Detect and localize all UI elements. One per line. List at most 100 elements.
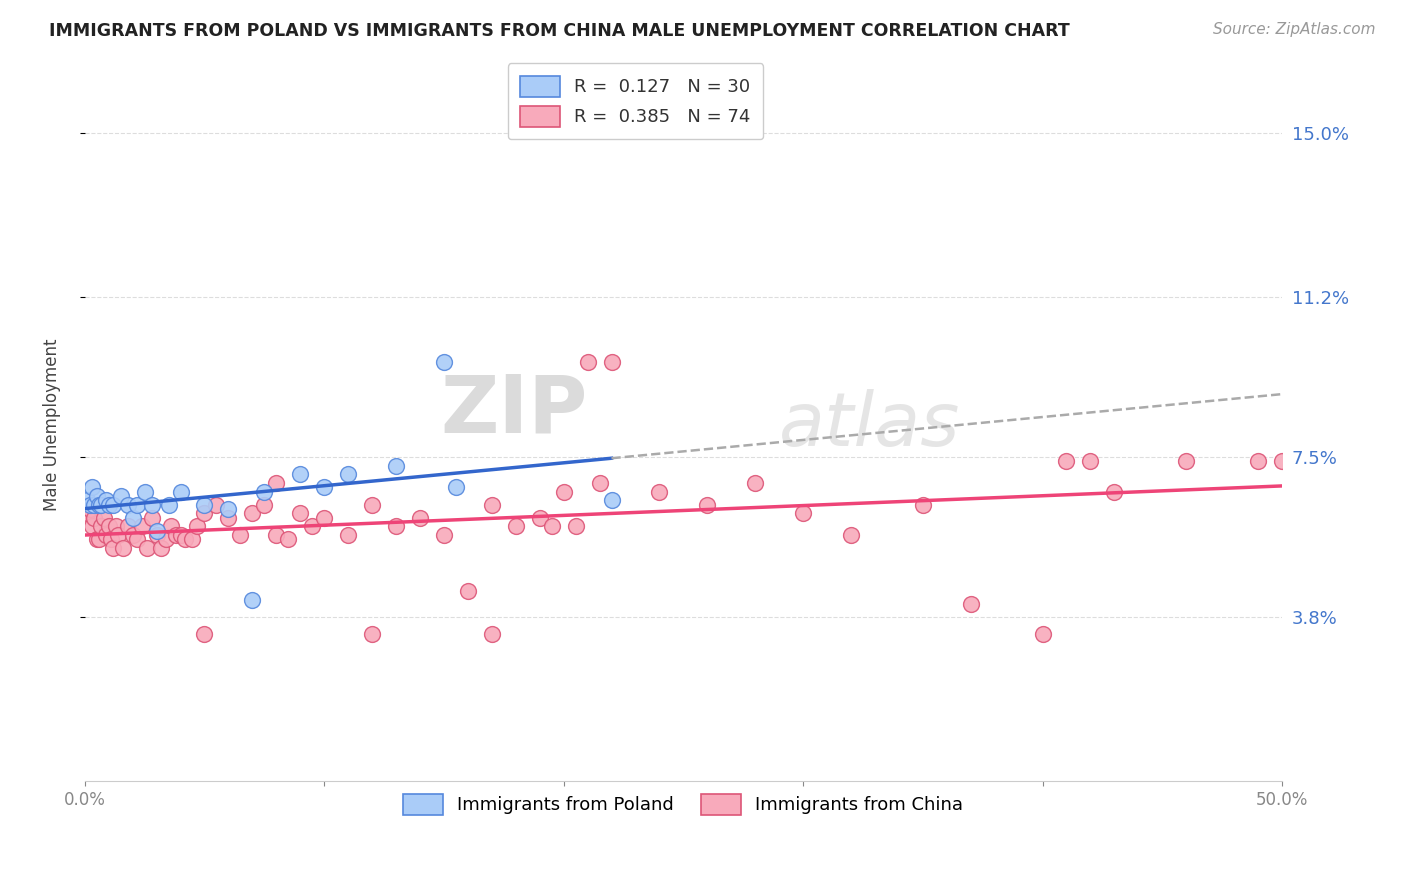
Y-axis label: Male Unemployment: Male Unemployment — [44, 338, 60, 511]
Point — [79, 498, 101, 512]
Point — [97, 519, 120, 533]
Point — [1104, 484, 1126, 499]
Point — [277, 532, 299, 546]
Point — [229, 528, 252, 542]
Legend: Immigrants from Poland, Immigrants from China: Immigrants from Poland, Immigrants from … — [392, 783, 974, 825]
Point — [564, 519, 586, 533]
Point — [174, 532, 197, 546]
Point — [103, 541, 125, 555]
Point — [1247, 454, 1270, 468]
Point — [90, 519, 112, 533]
Point — [1080, 454, 1102, 468]
Point — [540, 519, 562, 533]
Point — [100, 532, 122, 546]
Point — [301, 519, 323, 533]
Point — [117, 498, 139, 512]
Point — [103, 498, 125, 512]
Point — [136, 541, 159, 555]
Point — [314, 480, 336, 494]
Point — [505, 519, 527, 533]
Point — [96, 493, 118, 508]
Point — [314, 510, 336, 524]
Point — [1271, 454, 1294, 468]
Point — [240, 592, 263, 607]
Point — [121, 510, 143, 524]
Point — [648, 484, 671, 499]
Point — [169, 484, 191, 499]
Text: ZIP: ZIP — [440, 371, 588, 450]
Point — [553, 484, 575, 499]
Point — [141, 510, 163, 524]
Point — [290, 506, 312, 520]
Point — [110, 489, 132, 503]
Point — [160, 519, 183, 533]
Point — [80, 480, 103, 494]
Point — [240, 506, 263, 520]
Point — [131, 519, 153, 533]
Point — [433, 355, 456, 369]
Point — [696, 498, 718, 512]
Point — [96, 528, 118, 542]
Point — [145, 528, 167, 542]
Point — [600, 493, 623, 508]
Point — [186, 519, 208, 533]
Point — [457, 584, 479, 599]
Point — [266, 476, 288, 491]
Point — [83, 510, 105, 524]
Point — [86, 532, 108, 546]
Point — [193, 627, 215, 641]
Point — [744, 476, 766, 491]
Point — [409, 510, 432, 524]
Point — [127, 498, 149, 512]
Point — [121, 528, 143, 542]
Point — [155, 532, 177, 546]
Point — [266, 528, 288, 542]
Point — [588, 476, 610, 491]
Point — [1056, 454, 1078, 468]
Point — [433, 528, 456, 542]
Point — [792, 506, 814, 520]
Point — [97, 498, 120, 512]
Point — [361, 498, 384, 512]
Point — [481, 498, 503, 512]
Text: IMMIGRANTS FROM POLAND VS IMMIGRANTS FROM CHINA MALE UNEMPLOYMENT CORRELATION CH: IMMIGRANTS FROM POLAND VS IMMIGRANTS FRO… — [49, 22, 1070, 40]
Point — [117, 519, 139, 533]
Point — [337, 528, 360, 542]
Point — [165, 528, 187, 542]
Point — [141, 498, 163, 512]
Point — [80, 519, 103, 533]
Point — [150, 541, 173, 555]
Text: atlas: atlas — [779, 389, 960, 461]
Point — [337, 467, 360, 482]
Point — [385, 458, 408, 473]
Point — [79, 502, 101, 516]
Point — [104, 519, 127, 533]
Point — [145, 524, 167, 538]
Point — [1175, 454, 1198, 468]
Point — [600, 355, 623, 369]
Point — [127, 532, 149, 546]
Point — [253, 484, 276, 499]
Point — [86, 489, 108, 503]
Point — [134, 484, 156, 499]
Point — [839, 528, 862, 542]
Point — [76, 506, 98, 520]
Text: Source: ZipAtlas.com: Source: ZipAtlas.com — [1212, 22, 1375, 37]
Point — [193, 498, 215, 512]
Point — [444, 480, 467, 494]
Point — [87, 532, 110, 546]
Point — [181, 532, 204, 546]
Point — [959, 597, 981, 611]
Point — [290, 467, 312, 482]
Point — [1031, 627, 1053, 641]
Point — [385, 519, 408, 533]
Point — [83, 498, 105, 512]
Point — [107, 528, 129, 542]
Point — [93, 510, 115, 524]
Point — [253, 498, 276, 512]
Point — [90, 498, 112, 512]
Point — [169, 528, 191, 542]
Point — [361, 627, 384, 641]
Point — [911, 498, 934, 512]
Point — [529, 510, 551, 524]
